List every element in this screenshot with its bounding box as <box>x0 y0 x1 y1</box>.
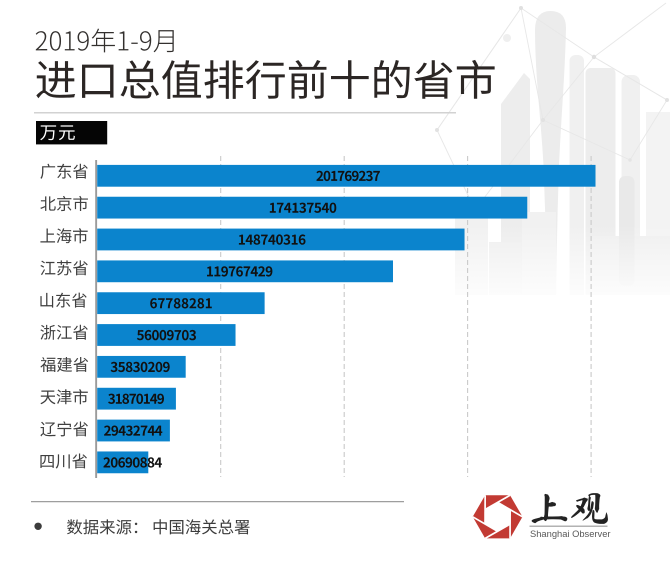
svg-text:Shanghai Observer: Shanghai Observer <box>530 529 611 539</box>
